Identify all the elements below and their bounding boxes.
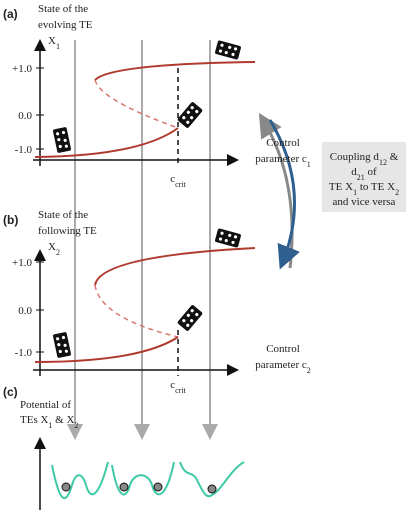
gray-arrows — [67, 40, 218, 440]
coupling-text: Coupling d12 & — [330, 151, 399, 167]
c-crit: ccrit — [170, 173, 186, 189]
y-label: following TE — [38, 225, 97, 237]
y-label: State of the — [38, 3, 88, 15]
subscript: 2 — [307, 366, 311, 375]
text-part: TE X — [329, 181, 353, 193]
text-part: Coupling d — [330, 151, 380, 163]
x-label: Control — [266, 137, 300, 149]
text-part: Control — [266, 343, 300, 355]
subscript: crit — [175, 386, 186, 395]
coupling-text: TE X1 to TE X2 — [329, 181, 399, 197]
coupling-box — [322, 142, 406, 212]
x-label: parameter c1 — [255, 153, 311, 169]
text-part: parameter c — [255, 153, 307, 165]
text-part: State of the — [38, 209, 88, 221]
text-part: TEs X — [20, 414, 48, 426]
y-label: X2 — [48, 241, 60, 257]
panel-label: (a) — [3, 7, 18, 21]
subscript: 21 — [357, 173, 365, 182]
y-tick-label: -1.0 — [15, 347, 33, 359]
y-tick-label: -1.0 — [15, 144, 33, 156]
coupling-text: d21 of — [351, 166, 377, 182]
panel-c-plot — [34, 437, 245, 510]
subscript: 1 — [56, 42, 60, 51]
text-part: X — [48, 35, 56, 47]
y-label: State of the — [38, 209, 88, 221]
y-label: evolving TE — [38, 19, 93, 31]
panel-a-plot — [33, 39, 256, 166]
text-part: & — [387, 151, 399, 163]
panel-label: (c) — [3, 385, 18, 399]
text-part: following TE — [38, 225, 97, 237]
c-crit: ccrit — [170, 379, 186, 395]
text-part: Potential of — [20, 399, 71, 411]
text-part: c — [170, 173, 175, 185]
text-part: parameter c — [255, 359, 307, 371]
text-part: and vice versa — [333, 196, 396, 208]
text-part: to TE X — [357, 181, 395, 193]
text-part: Control — [266, 137, 300, 149]
panel-label: (b) — [3, 213, 18, 227]
subscript: 1 — [48, 421, 52, 430]
y-label: TEs X1 & X2 — [20, 414, 78, 430]
text-part: State of the — [38, 3, 88, 15]
panel-b-plot — [33, 228, 256, 376]
y-tick-label: 0.0 — [18, 305, 32, 317]
subscript: 1 — [353, 188, 357, 197]
coupling-arrows — [258, 112, 300, 270]
x-label: parameter c2 — [255, 359, 311, 375]
subscript: 2 — [56, 248, 60, 257]
x-label: Control — [266, 343, 300, 355]
subscript: 1 — [307, 160, 311, 169]
text-part: evolving TE — [38, 19, 93, 31]
subscript: crit — [175, 180, 186, 189]
text-part: X — [48, 241, 56, 253]
text-part: of — [365, 166, 377, 178]
y-tick-label: +1.0 — [12, 257, 32, 269]
y-tick-label: 0.0 — [18, 110, 32, 122]
text-part: & X — [52, 414, 74, 426]
y-label: Potential of — [20, 399, 71, 411]
subscript: 12 — [379, 158, 387, 167]
text-part: c — [170, 379, 175, 391]
coupling-text: and vice versa — [333, 196, 396, 208]
y-tick-label: +1.0 — [12, 63, 32, 75]
subscript: 2 — [395, 188, 399, 197]
text-part: d — [351, 166, 357, 178]
subscript: 2 — [74, 421, 78, 430]
y-label: X1 — [48, 35, 60, 51]
